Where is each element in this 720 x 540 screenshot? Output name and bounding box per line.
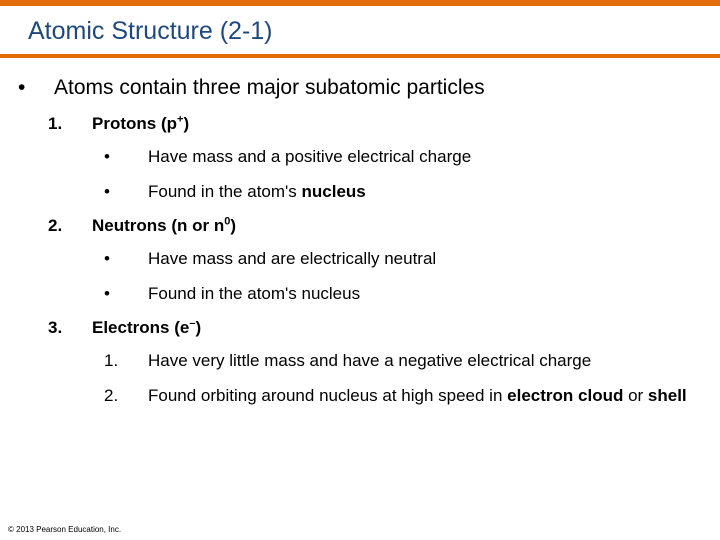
- sub-mark: •: [126, 248, 148, 271]
- sub-bold2: shell: [648, 386, 687, 405]
- sub-text: Have very little mass and have a negativ…: [148, 351, 591, 370]
- copyright-text: © 2013 Pearson Education, Inc.: [8, 525, 121, 534]
- sub-mark: •: [126, 146, 148, 169]
- sub-text: Have mass and are electrically neutral: [148, 249, 436, 268]
- sub-item: •Have mass and a positive electrical cha…: [28, 146, 692, 169]
- bullet-mark: •: [36, 76, 54, 100]
- item-label-post: ): [230, 216, 236, 235]
- item-label-post: ): [195, 318, 201, 337]
- sub-mark: 1.: [126, 350, 148, 373]
- list-item: 3.Electrons (e–): [28, 318, 692, 338]
- item-label-pre: Protons (p: [92, 114, 177, 133]
- item-number: 3.: [70, 318, 92, 338]
- sub-item: •Have mass and are electrically neutral: [28, 248, 692, 271]
- sub-text: Found in the atom's: [148, 182, 302, 201]
- sub-text: Found in the atom's nucleus: [148, 284, 360, 303]
- item-label-post: ): [183, 114, 189, 133]
- slide-title: Atomic Structure (2-1): [0, 6, 720, 46]
- sub-text: Found orbiting around nucleus at high sp…: [148, 386, 507, 405]
- main-bullet-text: Atoms contain three major subatomic part…: [54, 76, 485, 99]
- sub-mid: or: [623, 386, 648, 405]
- item-number: 2.: [70, 216, 92, 236]
- sub-mark: •: [126, 181, 148, 204]
- sub-mark: •: [126, 283, 148, 306]
- list-item: 1.Protons (p+): [28, 114, 692, 134]
- sub-item: •Found in the atom's nucleus: [28, 283, 692, 306]
- item-label-pre: Neutrons (n or n: [92, 216, 224, 235]
- sub-text: Have mass and a positive electrical char…: [148, 147, 471, 166]
- slide-content: •Atoms contain three major subatomic par…: [0, 58, 720, 408]
- sub-item: •Found in the atom's nucleus: [28, 181, 692, 204]
- sub-item: 2.Found orbiting around nucleus at high …: [28, 385, 692, 408]
- sub-mark: 2.: [126, 385, 148, 408]
- sub-bold1: electron cloud: [507, 386, 623, 405]
- sub-item: 1.Have very little mass and have a negat…: [28, 350, 692, 373]
- main-bullet: •Atoms contain three major subatomic par…: [28, 76, 692, 100]
- item-number: 1.: [70, 114, 92, 134]
- item-label-pre: Electrons (e: [92, 318, 189, 337]
- list-item: 2.Neutrons (n or n0): [28, 216, 692, 236]
- sub-bold: nucleus: [302, 182, 366, 201]
